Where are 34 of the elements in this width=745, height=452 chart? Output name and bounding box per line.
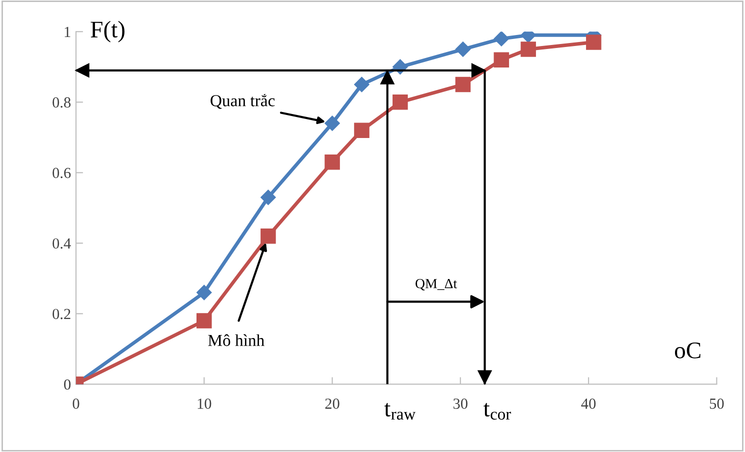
point — [494, 52, 510, 68]
y-axis-title: F(t) — [90, 20, 124, 42]
point — [494, 32, 509, 46]
point — [392, 94, 408, 110]
y-tick-label: 0.2 — [52, 308, 70, 320]
point — [455, 76, 471, 92]
x-axis-title: oC — [674, 342, 700, 358]
ref-line-label: t$_{raw}$ — [384, 402, 416, 420]
text: Quan trắc — [210, 94, 275, 109]
point — [455, 42, 471, 57]
y-tick-label: 0.8 — [52, 97, 71, 108]
y-tick-label: 1 — [64, 26, 70, 37]
point — [586, 34, 602, 50]
x-tick-label: 50 — [710, 398, 724, 409]
point — [196, 313, 212, 328]
y-tick-label: 0 — [64, 379, 71, 390]
series-label: Mô hình — [208, 334, 264, 346]
x-tick-label: 20 — [325, 398, 340, 409]
x-tick-label: 30 — [454, 398, 468, 409]
point — [354, 76, 370, 92]
point — [324, 116, 340, 131]
point — [196, 284, 212, 300]
point — [354, 122, 370, 138]
annotation: QM_Δt — [416, 278, 458, 290]
point — [324, 154, 340, 170]
x-tick-label: 40 — [581, 398, 596, 409]
ref-line-label: t$_{cor}$ — [484, 402, 511, 420]
x-tick-label: 10 — [198, 398, 212, 409]
point — [260, 228, 276, 244]
y-tick-label: 0.6 — [52, 168, 71, 178]
y-tick-label: 0.4 — [52, 238, 71, 249]
point — [260, 190, 276, 205]
x-tick-label: 0 — [72, 398, 80, 409]
point — [520, 42, 536, 57]
